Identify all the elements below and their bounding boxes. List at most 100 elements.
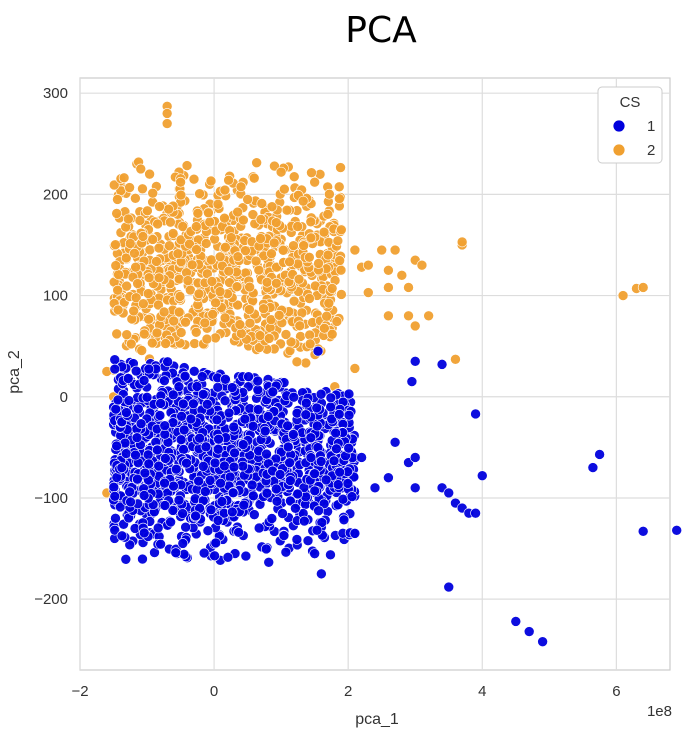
data-point-series-2 (403, 310, 414, 322)
data-point-series-1 (177, 508, 188, 519)
data-point-series-2 (416, 259, 428, 271)
data-point-series-1 (311, 402, 323, 414)
data-point-series-1 (247, 420, 259, 432)
data-point-series-1 (300, 409, 312, 420)
data-point-series-1 (383, 472, 394, 484)
data-point-series-2 (244, 304, 255, 315)
data-point-series-2 (142, 205, 153, 217)
data-point-series-1 (239, 413, 251, 425)
data-point-series-1 (233, 526, 244, 538)
data-point-series-2 (204, 216, 216, 228)
data-point-series-2 (281, 204, 293, 216)
data-point-series-1 (291, 407, 303, 419)
data-point-series-1 (263, 556, 275, 568)
data-point-series-2 (110, 239, 121, 251)
data-point-series-1 (116, 462, 128, 474)
data-point-series-2 (132, 278, 143, 289)
data-point-series-1 (109, 490, 121, 502)
data-point-series-1 (173, 381, 185, 392)
data-point-series-1 (185, 413, 197, 425)
data-point-series-2 (244, 317, 256, 329)
y-tick-label: −100 (34, 490, 68, 507)
data-point-series-1 (671, 525, 683, 536)
data-point-series-2 (269, 160, 280, 172)
data-point-series-1 (213, 433, 224, 445)
data-point-series-1 (311, 420, 323, 432)
data-point-series-1 (112, 394, 124, 406)
data-point-series-1 (110, 513, 121, 524)
data-point-series-2 (138, 328, 150, 340)
data-point-series-1 (343, 388, 355, 400)
data-point-series-1 (219, 460, 230, 472)
data-point-series-1 (523, 626, 535, 637)
data-point-series-1 (436, 359, 448, 370)
data-point-series-2 (335, 264, 347, 276)
data-point-series-1 (222, 551, 234, 563)
data-point-series-2 (161, 108, 173, 119)
data-point-series-2 (304, 293, 315, 304)
data-point-series-1 (191, 381, 203, 392)
data-point-series-1 (170, 547, 182, 559)
data-point-series-1 (316, 517, 328, 528)
data-point-series-1 (175, 434, 187, 445)
data-point-series-2 (137, 231, 149, 242)
data-point-series-1 (271, 495, 283, 507)
y-axis-label: pca_2 (6, 350, 23, 394)
data-point-series-1 (197, 389, 209, 400)
data-point-series-2 (134, 215, 146, 226)
data-point-series-1 (409, 356, 421, 367)
legend-title: CS (620, 94, 641, 111)
data-point-series-1 (311, 524, 323, 536)
data-point-series-1 (139, 467, 151, 479)
data-point-series-2 (235, 181, 247, 193)
data-point-series-1 (111, 440, 122, 452)
data-point-series-2 (333, 181, 345, 193)
data-point-series-2 (298, 240, 309, 251)
data-point-series-1 (124, 539, 136, 551)
data-point-series-2 (349, 363, 361, 374)
data-point-series-1 (288, 429, 299, 440)
data-point-series-1 (333, 408, 345, 420)
data-point-series-1 (229, 447, 240, 459)
data-point-series-1 (109, 524, 121, 536)
data-point-series-1 (252, 384, 264, 396)
data-point-series-1 (238, 499, 250, 511)
data-point-series-1 (334, 466, 345, 478)
data-point-series-2 (324, 188, 335, 200)
chart-title: PCA (345, 10, 417, 51)
data-point-series-1 (155, 398, 166, 409)
data-point-series-1 (337, 493, 349, 505)
data-point-series-2 (205, 175, 217, 187)
data-point-series-2 (203, 207, 214, 219)
data-point-series-1 (116, 530, 128, 542)
data-point-series-2 (113, 269, 124, 280)
data-point-series-1 (216, 496, 228, 507)
data-point-series-1 (223, 407, 235, 419)
data-point-series-1 (180, 521, 191, 533)
data-point-series-1 (252, 375, 264, 387)
data-point-series-1 (260, 543, 272, 555)
data-point-series-2 (153, 242, 165, 254)
data-point-series-2 (158, 306, 170, 318)
data-point-series-2 (285, 336, 297, 348)
data-point-series-2 (128, 305, 139, 317)
data-point-series-2 (138, 298, 149, 310)
data-point-series-1 (176, 411, 187, 422)
data-point-series-2 (409, 320, 421, 332)
data-point-series-2 (617, 290, 629, 301)
data-point-series-1 (193, 475, 204, 487)
data-point-series-1 (220, 373, 231, 385)
x-tick-label: 0 (210, 683, 218, 700)
data-point-series-2 (244, 281, 255, 293)
data-point-series-1 (328, 455, 340, 467)
data-point-series-1 (110, 403, 122, 415)
data-point-series-2 (121, 329, 133, 340)
data-point-series-1 (210, 537, 222, 549)
data-point-series-1 (135, 418, 147, 430)
data-point-series-1 (211, 414, 223, 426)
data-point-series-1 (228, 461, 240, 473)
data-point-series-1 (188, 398, 199, 410)
data-point-series-1 (240, 550, 252, 562)
data-point-series-1 (212, 382, 224, 393)
